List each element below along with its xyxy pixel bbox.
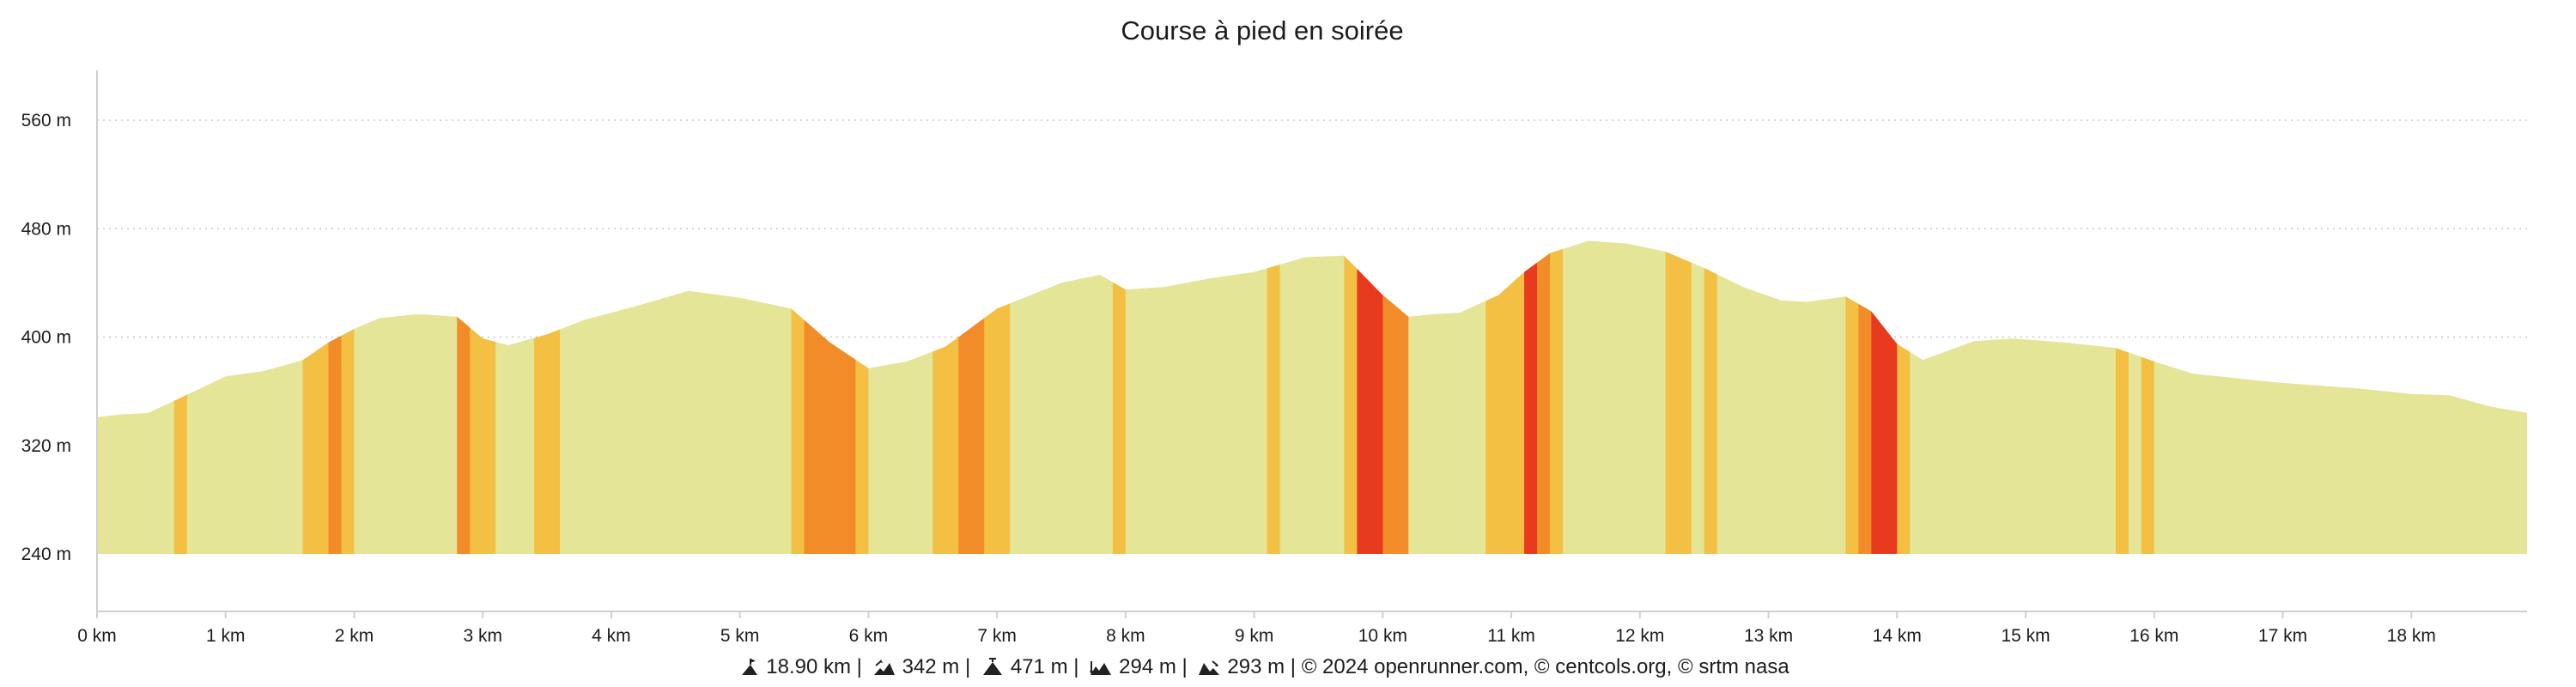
chart-title: Course à pied en soirée (1121, 15, 1404, 46)
separator: | (856, 655, 862, 678)
grade-segment-moderate (1897, 240, 1911, 554)
y-tick-label: 320 m (21, 436, 71, 456)
grade-segment-flat (1010, 240, 1114, 554)
credits: © 2024 openrunner.com, © centcols.org, ©… (1301, 655, 1789, 678)
x-tick-label: 8 km (1106, 626, 1145, 646)
y-tick-label: 400 m (21, 328, 71, 348)
x-tick-label: 15 km (2001, 626, 2050, 646)
grade-segment-moderate (1344, 240, 1358, 554)
grade-segment-moderate (173, 240, 188, 554)
grade-segment-flat (1910, 240, 2117, 554)
max-altitude-icon (981, 655, 1004, 679)
grade-segment-flat (1691, 240, 1705, 554)
grade-segment-flat (560, 240, 793, 554)
y-tick-labels: 240 m 320 m 400 m 480 m 560 m (21, 111, 71, 564)
min-altitude-icon (1090, 655, 1112, 679)
axes (96, 70, 2527, 612)
elevation-profile (97, 240, 2527, 554)
separator: | (1073, 655, 1079, 678)
x-tick-label: 1 km (206, 626, 246, 646)
grade-segment-moderate (2115, 240, 2129, 554)
x-tick-label: 6 km (849, 626, 889, 646)
x-tick-label: 13 km (1744, 626, 1793, 646)
grade-segment-moderate (1267, 240, 1281, 554)
grade-segment-moderate (470, 240, 496, 554)
y-tick-label: 480 m (21, 219, 71, 239)
grade-segment-flat (868, 240, 933, 554)
grade-segment-moderate (791, 240, 805, 554)
grade-segment-moderate (534, 240, 561, 554)
grade-segment-flat (2128, 240, 2142, 554)
descent-value: 293 m (1227, 655, 1285, 678)
x-tick-label: 9 km (1235, 626, 1274, 646)
x-tick-label: 2 km (335, 626, 374, 646)
x-tick-label: 16 km (2129, 626, 2178, 646)
grade-segment-flat (97, 240, 175, 554)
ascent-icon (873, 655, 896, 679)
grade-segment-moderate (1550, 240, 1564, 554)
grade-segment-steep (457, 240, 471, 554)
grade-segment-flat (1716, 240, 1847, 554)
x-tick-label: 14 km (1873, 626, 1922, 646)
x-tick-label: 10 km (1358, 626, 1407, 646)
separator: | (964, 655, 971, 678)
grade-segment-steep (958, 240, 985, 554)
grade-segment-flat (1408, 240, 1486, 554)
grade-segment-flat (2154, 240, 2527, 554)
max-altitude-value: 471 m (1010, 655, 1068, 678)
grade-segment-steep (328, 240, 343, 554)
grade-segment-moderate (933, 240, 959, 554)
x-tick-label: 0 km (77, 626, 117, 646)
distance-icon (740, 655, 759, 679)
grade-segment-flat (354, 240, 458, 554)
grade-segment-moderate (1112, 240, 1127, 554)
x-tick-label: 7 km (977, 626, 1017, 646)
x-tick-label: 18 km (2387, 626, 2436, 646)
grade-segment-moderate (1845, 240, 1859, 554)
x-tick-label: 5 km (720, 626, 760, 646)
y-tick-label: 560 m (21, 111, 71, 131)
grade-segment-flat (1125, 240, 1268, 554)
x-tick-labels: 0 km 1 km 2 km 3 km 4 km 5 km 6 km 7 km 8 km 9 km… (77, 611, 2436, 646)
x-tick-label: 4 km (592, 626, 631, 646)
x-tick-label: 3 km (463, 626, 502, 646)
grade-segment-moderate (341, 240, 355, 554)
x-tick-label: 11 km (1487, 626, 1535, 646)
grade-segment-steep (1382, 240, 1409, 554)
grade-segment-steep (1537, 240, 1551, 554)
separator: | (1290, 655, 1297, 678)
grade-segment-very-steep (1524, 240, 1538, 554)
grade-segment-flat (186, 240, 304, 554)
x-tick-label: 12 km (1615, 626, 1664, 646)
grade-segment-flat (495, 240, 535, 554)
grade-segment-moderate (302, 240, 330, 554)
grade-segment-moderate (2141, 240, 2155, 554)
y-tick-label: 240 m (21, 544, 71, 564)
distance-value: 18.90 km (766, 655, 851, 678)
separator: | (1182, 655, 1188, 678)
grade-segment-moderate (1704, 240, 1718, 554)
descent-icon (1198, 655, 1220, 679)
x-tick-label: 17 km (2258, 626, 2307, 646)
ascent-value: 342 m (902, 655, 960, 678)
grade-segment-steep (1858, 240, 1872, 554)
grade-segment-steep (804, 240, 857, 554)
grade-segment-flat (1562, 240, 1667, 554)
route-summary: 18.90 km | 342 m | 471 m | 294 m | 293 m… (0, 655, 2524, 679)
grade-segment-moderate (855, 240, 870, 554)
grade-segment-moderate (984, 240, 1011, 554)
grade-segment-very-steep (1357, 240, 1383, 554)
grade-segment-moderate (1485, 240, 1525, 554)
grade-segment-flat (1279, 240, 1346, 554)
min-altitude-value: 294 m (1119, 655, 1176, 678)
grade-segment-moderate (1665, 240, 1692, 554)
grade-segment-very-steep (1871, 240, 1898, 554)
